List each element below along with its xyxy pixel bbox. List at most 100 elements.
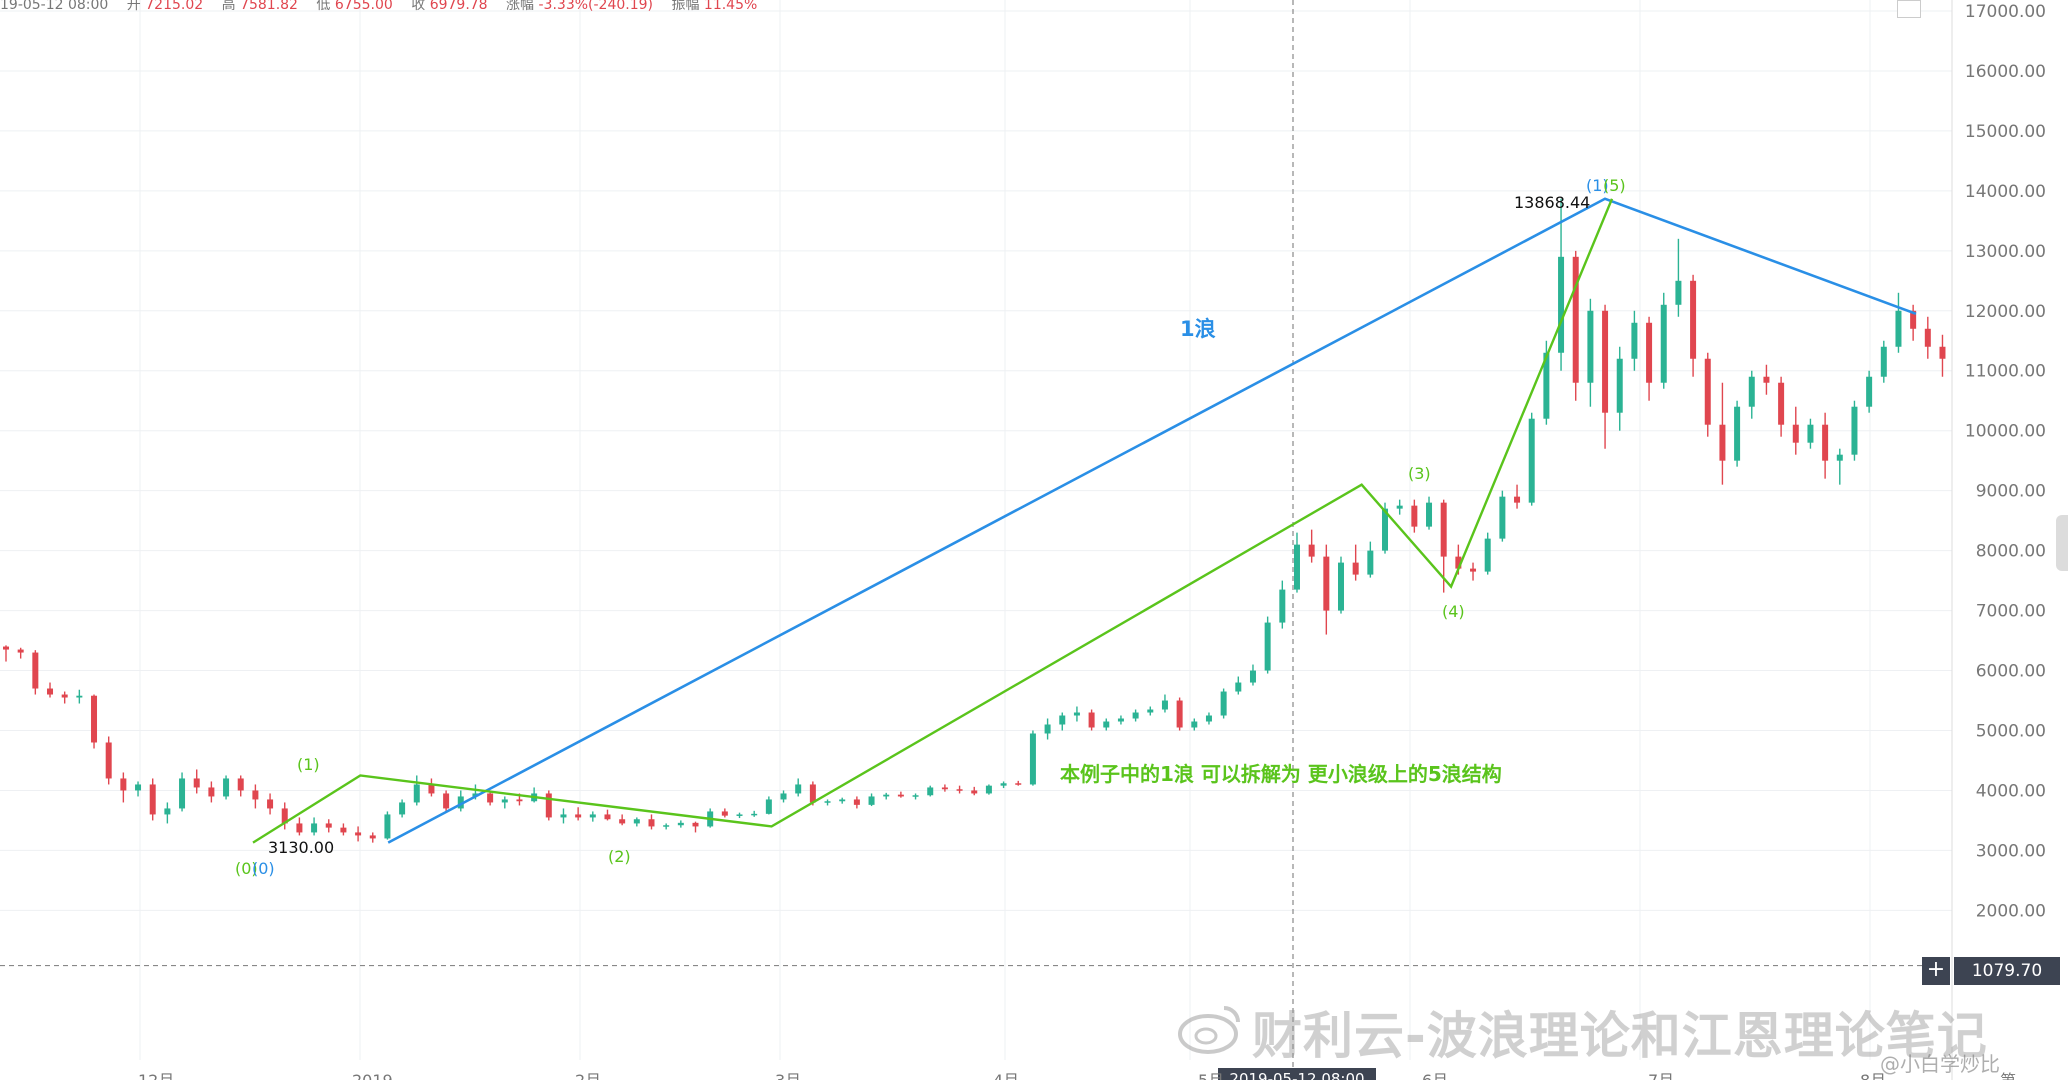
amplitude-label: 振幅 — [671, 0, 700, 13]
explanation-note: 本例子中的1浪 可以拆解为 更小浪级上的5浪结构 — [1060, 762, 1502, 786]
x-tick-label: 12月 — [138, 1071, 174, 1080]
candle-body — [1073, 712, 1080, 716]
candle-body — [912, 795, 919, 797]
candle-body — [1543, 352, 1550, 419]
expand-icon[interactable] — [1897, 0, 1921, 18]
candle-body — [1866, 376, 1873, 407]
high-value: 7581.82 — [240, 0, 298, 13]
candle-body — [736, 814, 743, 816]
candle-body — [780, 793, 787, 800]
candle-body — [1426, 502, 1433, 527]
candle-body — [853, 799, 860, 805]
candle-body — [208, 787, 215, 797]
candle-body — [311, 823, 318, 833]
x-tick-label: 2019 — [352, 1071, 393, 1080]
ohlc-header: 19-05-12 08:00 开 7215.02 高 7581.82 低 675… — [0, 0, 757, 14]
candle-body — [927, 787, 934, 796]
candle-body — [1147, 709, 1154, 713]
candle-body — [1367, 550, 1374, 575]
candle-body — [1719, 424, 1726, 461]
wave-number-label: (0) — [252, 859, 275, 878]
candle-body — [135, 784, 142, 791]
candle-body — [1748, 376, 1755, 407]
candle-body — [619, 819, 626, 824]
candle-body — [633, 819, 640, 824]
open-label: 开 — [126, 0, 141, 13]
x-axis: 2019-05-12 08:00 — [1218, 1068, 1376, 1080]
candle-body — [472, 793, 479, 797]
change-value: -3.33%(-240.19) — [538, 0, 654, 13]
candle-body — [1499, 496, 1506, 539]
candle-body — [1161, 700, 1168, 710]
y-tick-label: 3000.00 — [1976, 841, 2046, 861]
high-value-label: 13868.44 — [1514, 193, 1590, 212]
candle-body — [120, 778, 127, 791]
y-tick-label: 5000.00 — [1976, 722, 2046, 742]
candle-body — [1631, 322, 1638, 359]
candle-body — [1249, 670, 1256, 683]
candle-body — [340, 827, 347, 833]
y-tick-label: 15000.00 — [1965, 122, 2046, 142]
y-tick-label: 9000.00 — [1976, 482, 2046, 502]
candle-body — [223, 778, 230, 797]
wave-number-label: (2) — [608, 847, 631, 866]
low-label: 低 — [316, 0, 331, 13]
candle-body — [267, 799, 274, 809]
candle-body — [721, 811, 728, 816]
candle-body — [1822, 424, 1829, 461]
y-tick-label: 16000.00 — [1965, 62, 2046, 82]
price-tag: 1079.70 — [1954, 957, 2060, 985]
candle-body — [1455, 556, 1462, 569]
candle-body — [751, 813, 758, 816]
candle-body — [1528, 418, 1535, 503]
candle-body — [1132, 712, 1139, 719]
add-icon[interactable]: + — [1922, 957, 1950, 985]
wave-1-label: 1浪 — [1180, 317, 1216, 341]
x-tick-label: 第 — [2000, 1071, 2016, 1080]
y-tick-label: 2000.00 — [1976, 901, 2046, 921]
candle-body — [1264, 622, 1271, 671]
close-label: 收 — [411, 0, 426, 13]
x-tick-label: 8月 — [1860, 1071, 1886, 1080]
candle-body — [1778, 382, 1785, 425]
wave-1-trendline — [387, 197, 1917, 844]
candle-body — [1704, 358, 1711, 425]
candle-body — [1763, 376, 1770, 383]
candle-body — [1352, 562, 1359, 575]
candle-body — [692, 822, 699, 827]
candle-body — [1103, 721, 1110, 728]
candle-body — [824, 801, 831, 803]
candle-body — [252, 790, 259, 800]
candle-body — [1734, 406, 1741, 461]
candle-body — [1939, 346, 1946, 359]
candle-body — [179, 778, 186, 809]
candle-body — [1396, 505, 1403, 509]
candle-body — [1616, 358, 1623, 413]
candle-body — [32, 652, 39, 689]
candle-body — [1382, 508, 1389, 551]
candle-body — [897, 794, 904, 797]
candle-body — [1088, 712, 1095, 728]
weibo-icon — [1178, 1006, 1240, 1054]
candle-body — [1895, 310, 1902, 347]
wave-number-label: (1) — [1586, 176, 1609, 195]
side-panel-handle[interactable] — [2056, 515, 2068, 571]
candle-body — [1792, 424, 1799, 443]
candle-body — [413, 784, 420, 803]
change-label: 涨幅 — [506, 0, 535, 13]
candle-body — [1235, 682, 1242, 692]
x-tick-label: 3月 — [775, 1071, 801, 1080]
y-tick-label: 10000.00 — [1965, 422, 2046, 442]
candle-body — [839, 799, 846, 802]
candle-body — [193, 778, 200, 788]
candle-body — [1910, 310, 1917, 329]
x-tick-label: 7月 — [1648, 1071, 1674, 1080]
candle-body — [985, 785, 992, 794]
candle-body — [237, 778, 244, 791]
candle-body — [105, 742, 112, 779]
candle-body — [1117, 718, 1124, 722]
low-value-label: 3130.00 — [268, 838, 334, 857]
candle-body — [883, 794, 890, 797]
